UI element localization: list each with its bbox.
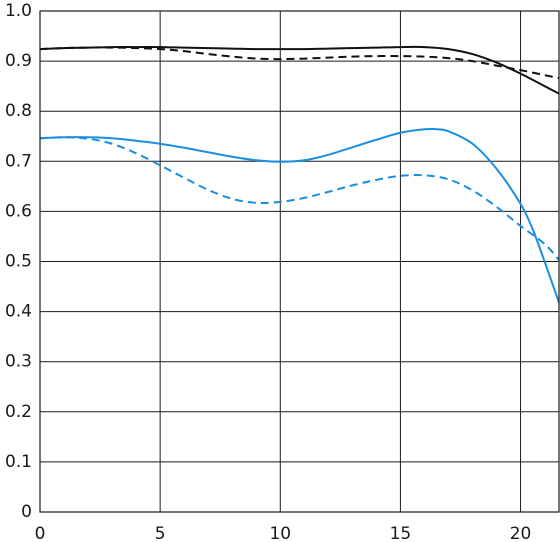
tick-labels: 0 0.1 0.2 0.3 0.4 0.5 0.6 0.7 0.8 0.9 1.0 0 5 10 15 20	[5, 1, 531, 542]
y-tick-label: 0.6	[5, 201, 32, 221]
x-tick-label: 20	[510, 524, 532, 542]
y-tick-label: 0.7	[5, 151, 32, 171]
x-tick-label: 15	[390, 524, 412, 542]
y-tick-label: 1.0	[5, 1, 32, 21]
x-tick-label: 5	[155, 524, 166, 542]
series-line-blue-solid	[39, 127, 560, 303]
y-tick-label: 0.3	[5, 352, 32, 372]
series-layer	[39, 45, 560, 303]
y-tick-label: 0.1	[5, 452, 32, 472]
y-tick-label: 0.5	[5, 252, 32, 272]
y-tick-label: 0	[21, 502, 32, 522]
y-tick-label: 0.8	[5, 101, 32, 121]
x-tick-label: 10	[269, 524, 291, 542]
y-tick-label: 0.4	[5, 302, 32, 322]
axes	[39, 10, 560, 513]
y-tick-label: 0.9	[5, 51, 32, 71]
y-tick-label: 0.2	[5, 402, 32, 422]
series-line-black-solid	[39, 45, 560, 95]
series-line-blue-dashed	[39, 136, 560, 261]
series-line-black-dashed	[39, 46, 560, 80]
plot-frame	[39, 10, 560, 513]
grid	[40, 10, 559, 512]
x-tick-label: 0	[35, 524, 46, 542]
